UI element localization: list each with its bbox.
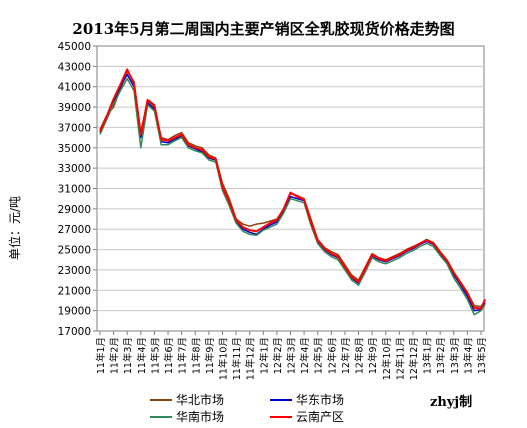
x-tick-label: 11年5月 [149, 337, 161, 374]
y-tick-label: 35000 [58, 143, 91, 155]
y-tick-label: 31000 [58, 184, 91, 196]
x-tick-label: 12年9月 [367, 337, 379, 374]
y-tick-label: 29000 [58, 204, 91, 216]
x-tick-labels: 11年1月 11年2月 11年3月 11年4月 11年5月 11年6月 11年7月 11年8月… [95, 331, 488, 380]
x-tick-label: 12年11月 [394, 337, 406, 380]
y-tick-label: 27000 [58, 224, 91, 236]
grid-layer [97, 65, 484, 312]
legend-label-yunnan: 云南产区 [296, 410, 345, 424]
x-tick-label: 13年4月 [462, 337, 474, 374]
legend: 华北市场 华东市场 华南市场 云南产区 [150, 391, 390, 425]
y-tick-label: 19000 [58, 306, 91, 318]
x-tick-label: 11年9月 [204, 337, 216, 374]
legend-label-huabei: 华北市场 [176, 393, 225, 407]
x-tick-label: 11年2月 [109, 337, 121, 374]
x-tick-label: 12年5月 [313, 337, 325, 374]
x-tick-label: 11年7月 [177, 337, 189, 374]
x-tick-label: 11年8月 [190, 337, 202, 374]
legend-swatch-huadong [270, 398, 292, 401]
series-line-2 [99, 77, 486, 316]
series-lines [99, 68, 487, 316]
chart-title: 2013年5月第二周国内主要产销区全乳胶现货价格走势图 [72, 20, 455, 38]
x-tick-label: 12年12月 [408, 337, 420, 380]
y-tick-labels: 17000 19000 21000 23000 25000 27000 29000 31000… [58, 41, 97, 338]
x-tick-label: 12年3月 [286, 337, 298, 374]
legend-label-huadong: 华东市场 [296, 393, 345, 407]
x-tick-label: 12年7月 [340, 337, 352, 374]
x-tick-label: 11年10月 [217, 337, 229, 380]
x-tick-label: 13年2月 [435, 337, 447, 374]
x-tick-label: 12年1月 [258, 337, 270, 374]
y-tick-label: 17000 [58, 326, 91, 338]
x-tick-label: 11年11月 [231, 337, 243, 380]
y-tick-label: 33000 [58, 163, 91, 175]
legend-swatch-huanan [150, 415, 172, 418]
y-tick-label: 39000 [58, 102, 91, 114]
credit-text: zhyj制 [430, 395, 473, 410]
x-tick-label: 12年10月 [381, 337, 393, 380]
legend-item-yunnan: 云南产区 [270, 408, 344, 425]
x-tick-label: 11年12月 [245, 337, 257, 380]
series-line-3 [99, 68, 487, 310]
legend-item-huadong: 华东市场 [270, 391, 344, 408]
y-tick-label: 21000 [58, 285, 91, 297]
y-tick-label: 43000 [58, 61, 91, 73]
x-tick-label: 12年8月 [354, 337, 366, 374]
x-tick-label: 12年6月 [326, 337, 338, 374]
legend-item-huabei: 华北市场 [150, 391, 224, 408]
x-tick-label: 11年1月 [95, 337, 107, 374]
legend-swatch-yunnan [270, 415, 292, 418]
y-tick-label: 25000 [58, 245, 91, 257]
y-tick-label: 37000 [58, 122, 91, 134]
x-tick-label: 12年4月 [299, 337, 311, 374]
y-tick-label: 45000 [58, 41, 91, 53]
x-tick-label: 13年3月 [449, 337, 461, 374]
legend-label-huanan: 华南市场 [176, 410, 225, 424]
y-tick-label: 41000 [58, 82, 91, 94]
legend-swatch-huabei [150, 398, 172, 401]
legend-item-huanan: 华南市场 [150, 408, 224, 425]
x-tick-label: 11年4月 [136, 337, 148, 374]
x-tick-label: 13年5月 [476, 337, 488, 374]
y-tick-label: 23000 [58, 265, 91, 277]
x-tick-label: 11年6月 [163, 337, 175, 374]
x-tick-label: 11年3月 [122, 337, 134, 374]
x-tick-label: 13年1月 [422, 337, 434, 374]
x-tick-label: 12年2月 [272, 337, 284, 374]
